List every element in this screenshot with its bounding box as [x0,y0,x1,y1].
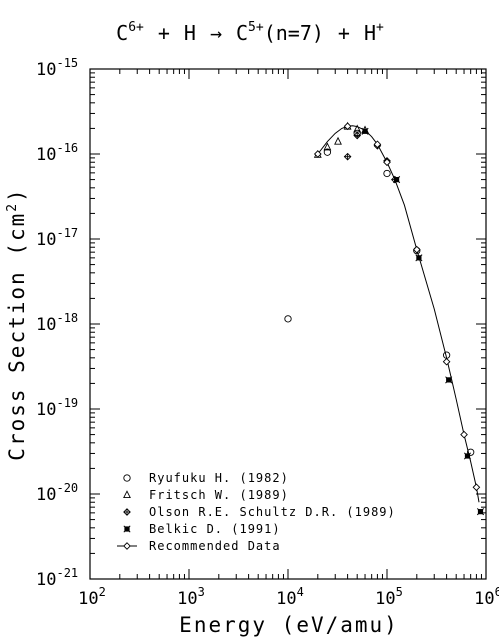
x-axis-label: Energy (eV/amu) [179,613,399,637]
series-4-curve [317,125,480,503]
y-tick-label-base: 10 [36,485,56,505]
x-tick-label-base: 10 [276,589,296,609]
series-3-point [361,127,369,135]
x-tick-label: 104 [276,585,304,609]
series-0-point [383,169,391,178]
series-4-point [313,150,322,158]
y-tick-label-base: 10 [36,230,56,250]
x-tick-label-base: 10 [474,589,494,609]
ticks-group [89,69,486,580]
legend-marker [123,474,131,482]
legend-label: Fritsch W. (1989) [149,488,289,502]
legend-label: Belkic D. (1991) [149,522,281,536]
x-tick-label-base: 10 [375,589,395,609]
x-tick-label-base: 10 [177,589,197,609]
series-0-point [284,315,292,323]
y-tick-label-exp: -16 [56,141,78,155]
series-3-point [445,376,453,384]
plot-frame [89,68,487,580]
title-product-h: H [364,21,376,45]
series-4-point [373,140,382,149]
x-tick-label: 102 [78,585,106,609]
y-tick-label: 10-18 [36,311,78,335]
legend: Ryufuku H. (1982) Fritsch W. (1989) Olson … [117,471,396,553]
title-reactant-h: H [184,21,196,45]
y-axis-label-main: Cross Section (cm [5,212,29,461]
x-tick-label: 103 [177,585,205,609]
y-tick-label: 10-16 [36,141,78,165]
x-tick-label: 106 [474,585,499,609]
legend-label: Recommended Data [149,539,281,553]
y-tick-label-base: 10 [36,145,56,165]
series-3-point [476,508,485,516]
y-tick-label-exp: -18 [56,311,78,325]
series-2-point [353,131,362,140]
series-2-point [343,152,352,161]
series-4-point [412,245,421,254]
x-tick-label: 105 [375,585,403,609]
y-axis-label-close: ) [5,187,29,202]
series-4-point [442,357,451,366]
title-product-h-charge: + [376,20,384,35]
legend-marker [123,525,131,533]
x-tick-label-exp: 5 [396,585,403,599]
y-tick-label-base: 10 [36,400,56,420]
legend-marker [123,490,131,499]
x-tick-label-base: 10 [78,589,98,609]
title-product-state: (n=7) [264,21,324,45]
series-4-point [460,430,468,439]
series-1-point [323,142,332,151]
title-product-charge: 5+ [248,20,264,35]
y-tick-label-base: 10 [36,570,56,590]
title-reactant-c: C [116,21,128,45]
x-tick-label-exp: 2 [99,585,106,599]
legend-label: Ryufuku H. (1982) [149,471,289,485]
tick-labels-group: 102 103 104 105 10610-1510-1610-1710-1810-19… [36,56,499,609]
y-axis-label: Cross Section (cm2) [5,187,29,460]
legend-marker [123,542,131,550]
legend-label: Olson R.E. Schultz D.R. (1989) [149,505,396,519]
legend-marker [123,508,131,516]
series-3-point [393,176,401,184]
y-tick-label-base: 10 [36,60,56,80]
title-reactant-charge: 6+ [128,20,144,35]
y-axis-label-sup: 2 [5,202,20,212]
chart-title: C6+ + H → C5+(n=7) + H+ [116,20,384,45]
series-3-point [415,254,423,262]
y-tick-label-exp: -20 [56,481,78,495]
x-tick-label-exp: 4 [297,585,304,599]
y-tick-label: 10-15 [36,56,78,80]
y-tick-label-exp: -19 [56,396,78,410]
title-plus-1: + [158,21,170,45]
series-0-point [467,448,475,456]
title-arrow: → [210,21,222,45]
y-tick-label: 10-17 [36,226,78,250]
curves-group [317,125,480,503]
title-plus-2: + [338,21,350,45]
series-4-point [383,158,391,167]
title-product-c: C [236,21,248,45]
series-0-point [323,148,332,156]
y-tick-label-base: 10 [36,315,56,335]
y-tick-label-exp: -21 [56,566,78,580]
y-tick-label: 10-21 [36,566,78,590]
series-4-point [472,483,481,492]
y-tick-label-exp: -15 [56,56,78,70]
y-tick-label: 10-20 [36,481,78,505]
y-tick-label-exp: -17 [56,226,78,240]
y-tick-label: 10-19 [36,396,78,420]
series-3-point [463,452,472,460]
series-1-point [334,136,342,145]
x-tick-label-exp: 6 [495,585,499,599]
series-4-point [343,122,352,131]
x-tick-label-exp: 3 [198,585,205,599]
markers-group [284,121,485,516]
